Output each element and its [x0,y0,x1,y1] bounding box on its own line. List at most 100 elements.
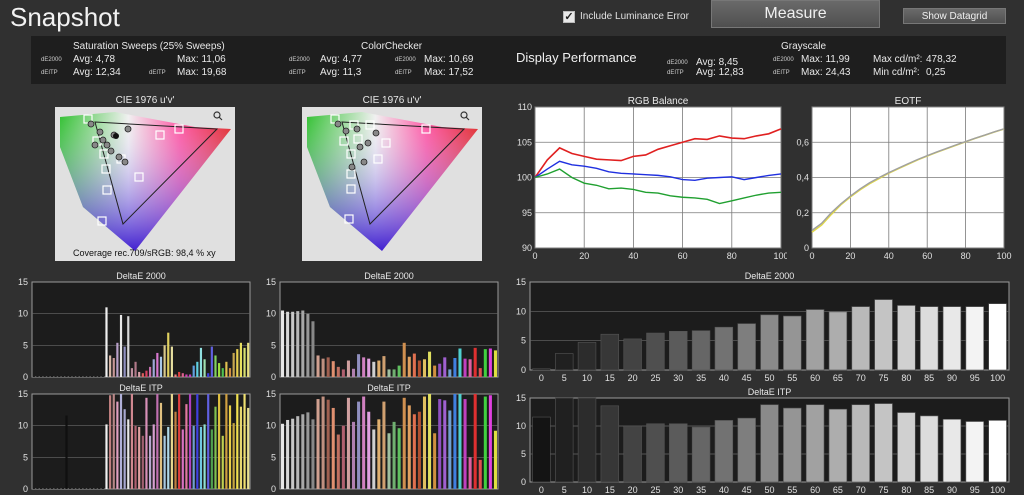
bar [387,369,391,377]
y-tick-label: 0 [521,365,526,375]
x-tick-label: 35 [696,485,706,495]
bar [105,424,108,489]
bar [72,376,75,377]
bar [331,361,335,377]
x-tick-label: 40 [884,251,894,261]
bar [988,420,1007,483]
bar [532,368,551,371]
bar [919,306,939,371]
bar [243,347,246,377]
bar [311,419,315,489]
magnifier-icon[interactable] [460,111,470,121]
y-tick-label: 15 [266,277,276,287]
bar [281,423,285,489]
x-tick-label: 100 [990,373,1005,383]
x-tick-label: 60 [678,251,688,261]
bar [555,353,574,371]
bar [181,373,184,377]
bar [98,487,101,489]
plot-area [31,281,251,378]
bar [236,394,239,489]
bar [448,410,452,489]
x-tick-label: 90 [947,373,957,383]
bar [83,487,86,489]
bar [382,401,386,489]
bar [87,487,90,489]
bar [316,399,320,489]
bar [321,396,325,489]
include-luminance-checkbox[interactable]: ✓ [563,11,575,23]
deitp-label: dEITP [149,70,166,76]
bar [134,361,137,377]
page-title: Snapshot [10,2,120,32]
bar [828,311,848,371]
x-tick-label: 80 [961,251,971,261]
y-tick-label: 0 [271,484,276,492]
bar [130,394,134,489]
chart-title: DeltaE ITP [748,387,792,397]
bar [225,394,228,489]
bar [61,487,64,489]
bar [737,323,756,371]
bar [69,487,72,489]
bar [79,375,83,377]
bar [170,394,173,489]
bar [478,459,482,489]
magnifier-icon[interactable] [213,111,223,121]
bar [874,403,893,483]
plot-area [31,393,251,490]
bar [828,408,848,483]
bar [351,421,356,489]
bar [58,375,61,377]
saturation-de2000-max: Max: 11,06 [177,54,226,65]
show-datagrid-button[interactable]: Show Datagrid [903,8,1006,24]
x-tick-label: 5 [562,373,567,383]
bar [600,405,620,483]
x-tick-label: 95 [970,485,980,495]
bar [247,407,250,489]
series-line [534,168,782,205]
y-tick-label: 5 [271,340,276,350]
plot-area [279,281,499,378]
bar [669,330,688,371]
bar [214,355,217,377]
bar [43,376,46,377]
bar [214,406,217,489]
x-tick-label: 10 [582,485,592,495]
colorchecker-deltae2000-chart: DeltaE 2000 0 5 10 15 [266,271,499,380]
x-tick-label: 0 [532,251,537,261]
bar [493,350,497,377]
bar [127,316,130,377]
cie-diagram-colorchecker[interactable] [302,107,482,261]
cie-chart-saturation [60,111,231,251]
bar [897,305,916,371]
bar [87,376,90,377]
bar [225,361,228,377]
bar [805,404,825,483]
bar [714,420,734,483]
bar [76,487,79,489]
cie-diagram-saturation[interactable]: Coverage rec.709/sRGB: 98,4 % xy [55,107,235,261]
bar [196,394,199,489]
bar [72,487,75,489]
bar [468,359,472,377]
colorchecker-de2000-max: Max: 10,69 [424,54,474,65]
bar [577,397,597,483]
y-tick-label: 90 [522,243,532,253]
bar [210,429,213,489]
bar [170,346,173,377]
grayscale-title: Grayscale [781,41,827,52]
x-tick-label: 0 [539,485,544,495]
bar [357,354,361,377]
measure-button[interactable]: Measure [711,0,880,28]
bar [341,369,345,377]
rgb-balance-chart: RGB Balance 90 95 100 105 110 0 20 40 60 80 100 [517,96,787,261]
bar [488,395,492,489]
bar [159,356,163,377]
bar [306,313,310,377]
series-line [534,128,782,178]
y-tick-label: 0 [23,372,28,380]
bar [377,419,381,489]
coverage-label: Coverage rec.709/sRGB: 98,4 % xy [73,248,216,258]
series-line [534,160,782,182]
